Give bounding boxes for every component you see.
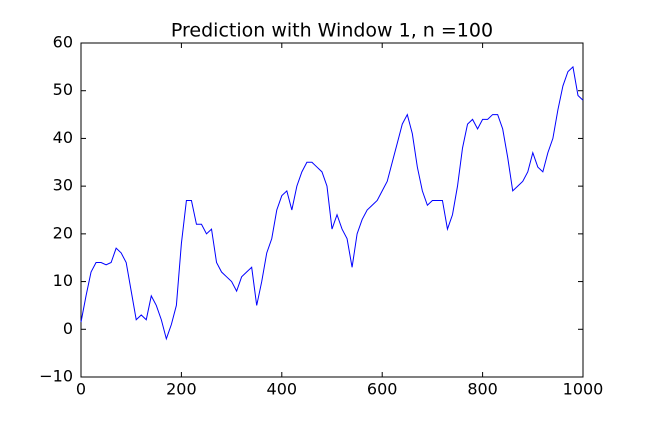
chart-title: Prediction with Window 1, n =100 (171, 20, 493, 42)
y-tick-label: 30 (53, 176, 73, 195)
y-tick-label: 40 (53, 128, 73, 147)
x-tick-label: 0 (76, 380, 86, 399)
y-tick-label: 10 (53, 271, 73, 290)
x-tick-label: 600 (367, 380, 398, 399)
x-tick-label: 200 (166, 380, 197, 399)
y-tick-label: 60 (53, 33, 73, 52)
x-tick-label: 1000 (563, 380, 604, 399)
y-tick-label: −10 (39, 367, 73, 386)
data-line (80, 65, 584, 341)
plot-frame (80, 42, 584, 378)
y-tick-label: 50 (53, 80, 73, 99)
x-tick-label: 800 (467, 380, 498, 399)
x-tick-label: 400 (267, 380, 298, 399)
y-tick-label: 20 (53, 223, 73, 242)
y-tick-label: 0 (63, 319, 73, 338)
